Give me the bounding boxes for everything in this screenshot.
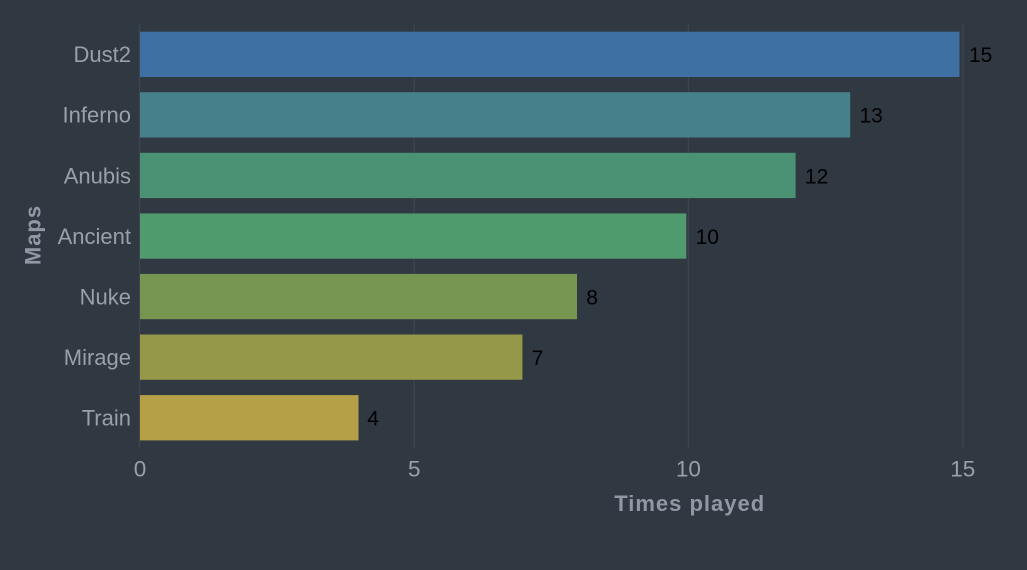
svg-text:15: 15 (950, 457, 975, 482)
svg-text:7: 7 (532, 347, 544, 370)
svg-text:Train: Train (82, 406, 131, 431)
svg-text:Mirage: Mirage (64, 345, 131, 370)
svg-text:Nuke: Nuke (80, 284, 131, 309)
svg-text:10: 10 (676, 457, 701, 482)
svg-text:4: 4 (367, 408, 379, 431)
svg-text:Anubis: Anubis (64, 163, 131, 188)
svg-text:Dust2: Dust2 (74, 42, 131, 67)
svg-text:Maps: Maps (21, 205, 46, 265)
svg-text:Ancient: Ancient (58, 224, 131, 249)
svg-text:15: 15 (969, 44, 992, 67)
svg-text:10: 10 (696, 226, 719, 249)
svg-text:13: 13 (860, 105, 883, 128)
svg-text:Inferno: Inferno (63, 103, 132, 128)
svg-text:12: 12 (805, 165, 828, 188)
svg-text:8: 8 (586, 286, 598, 309)
svg-text:0: 0 (134, 457, 147, 482)
svg-text:Times played: Times played (614, 491, 765, 516)
svg-text:5: 5 (408, 457, 421, 482)
